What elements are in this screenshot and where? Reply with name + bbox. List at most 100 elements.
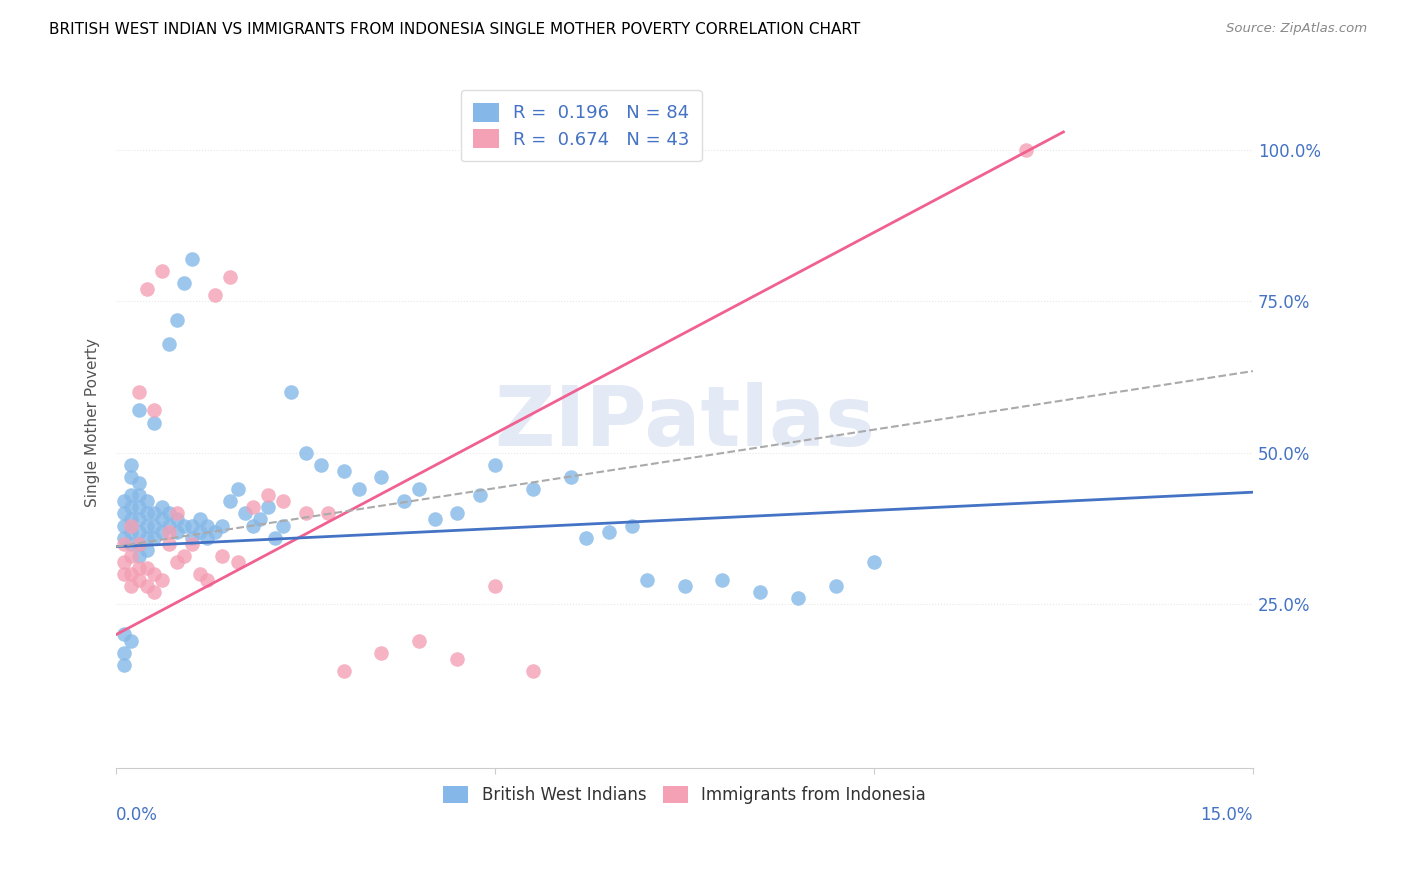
Point xyxy=(332,664,354,678)
Point xyxy=(173,549,195,563)
Point xyxy=(143,507,166,521)
Point xyxy=(226,555,249,569)
Point xyxy=(135,561,157,575)
Point xyxy=(673,579,696,593)
Point xyxy=(620,518,643,533)
Text: 0.0%: 0.0% xyxy=(117,805,157,823)
Point xyxy=(522,482,544,496)
Point xyxy=(188,524,211,539)
Point xyxy=(825,579,848,593)
Point xyxy=(749,585,772,599)
Point xyxy=(120,488,142,502)
Point xyxy=(150,500,173,515)
Point xyxy=(120,470,142,484)
Point xyxy=(128,500,150,515)
Point xyxy=(128,549,150,563)
Point xyxy=(128,536,150,550)
Point xyxy=(181,531,204,545)
Point xyxy=(280,385,302,400)
Point xyxy=(135,494,157,508)
Point xyxy=(181,536,204,550)
Point xyxy=(446,507,468,521)
Point xyxy=(560,470,582,484)
Point xyxy=(120,512,142,526)
Point xyxy=(120,579,142,593)
Point xyxy=(150,524,173,539)
Point xyxy=(219,494,242,508)
Point xyxy=(318,507,340,521)
Point xyxy=(226,482,249,496)
Point xyxy=(157,518,180,533)
Point xyxy=(522,664,544,678)
Point xyxy=(120,518,142,533)
Point xyxy=(128,403,150,417)
Point xyxy=(242,500,264,515)
Point xyxy=(204,288,226,302)
Point xyxy=(408,633,430,648)
Point xyxy=(120,566,142,581)
Point xyxy=(195,531,218,545)
Point xyxy=(294,446,316,460)
Point xyxy=(143,403,166,417)
Point xyxy=(112,494,135,508)
Point xyxy=(332,464,354,478)
Point xyxy=(166,555,188,569)
Point xyxy=(598,524,620,539)
Point xyxy=(135,531,157,545)
Point xyxy=(143,585,166,599)
Point xyxy=(128,476,150,491)
Point xyxy=(370,470,392,484)
Point xyxy=(575,531,598,545)
Point xyxy=(135,518,157,533)
Point xyxy=(219,270,242,285)
Point xyxy=(112,507,135,521)
Point xyxy=(181,518,204,533)
Point xyxy=(195,573,218,587)
Text: ZIPatlas: ZIPatlas xyxy=(494,382,875,463)
Point xyxy=(120,458,142,472)
Point xyxy=(135,507,157,521)
Point xyxy=(211,549,233,563)
Point xyxy=(120,524,142,539)
Point xyxy=(711,573,734,587)
Point xyxy=(112,657,135,672)
Point xyxy=(188,512,211,526)
Point xyxy=(392,494,415,508)
Point xyxy=(242,518,264,533)
Point xyxy=(636,573,658,587)
Point xyxy=(135,282,157,296)
Point xyxy=(128,524,150,539)
Point xyxy=(408,482,430,496)
Point xyxy=(181,252,204,266)
Point xyxy=(233,507,256,521)
Point xyxy=(249,512,271,526)
Point xyxy=(347,482,370,496)
Point xyxy=(157,524,180,539)
Point xyxy=(468,488,491,502)
Point xyxy=(143,531,166,545)
Point xyxy=(166,512,188,526)
Point xyxy=(150,512,173,526)
Point xyxy=(112,627,135,641)
Point xyxy=(294,507,316,521)
Point xyxy=(112,518,135,533)
Point xyxy=(128,512,150,526)
Point xyxy=(271,518,294,533)
Point xyxy=(128,488,150,502)
Point xyxy=(256,488,278,502)
Point xyxy=(128,536,150,550)
Point xyxy=(150,573,173,587)
Point xyxy=(157,507,180,521)
Point xyxy=(484,579,506,593)
Point xyxy=(370,646,392,660)
Point xyxy=(423,512,446,526)
Point xyxy=(173,277,195,291)
Point xyxy=(211,518,233,533)
Point xyxy=(446,651,468,665)
Point xyxy=(204,524,226,539)
Point xyxy=(863,555,886,569)
Point xyxy=(143,566,166,581)
Point xyxy=(787,591,810,606)
Point xyxy=(157,536,180,550)
Point xyxy=(143,518,166,533)
